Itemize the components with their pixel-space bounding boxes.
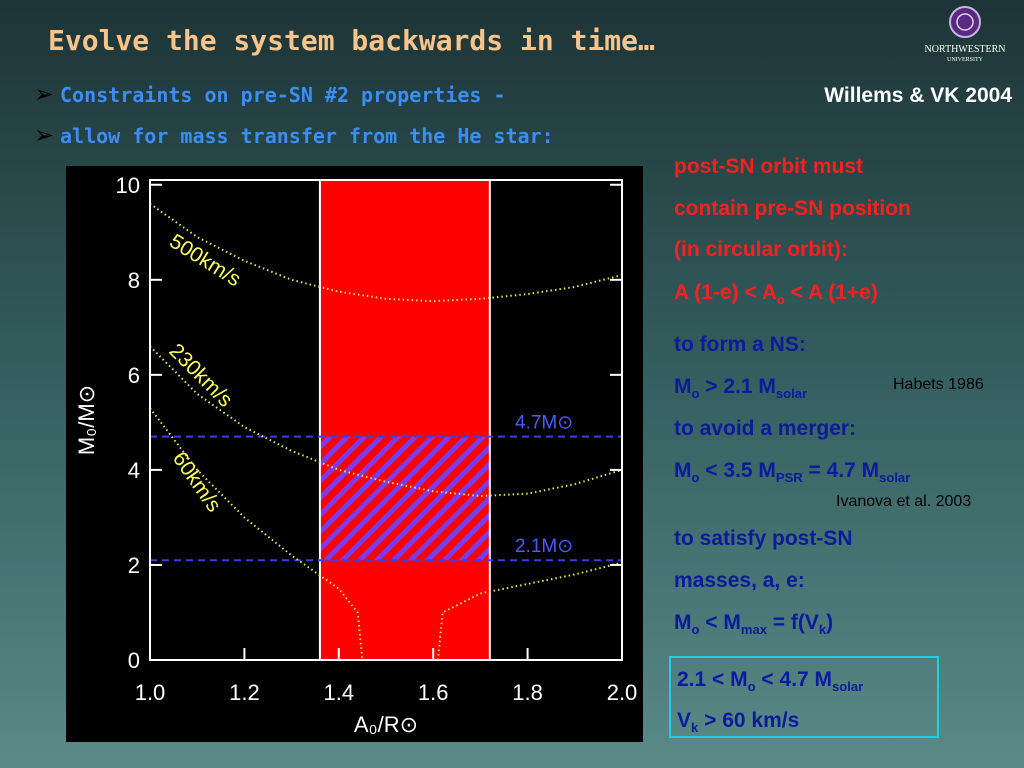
x-tick-label: 1.8 bbox=[512, 680, 543, 705]
bullet: allow for mass transfer from the He star… bbox=[60, 124, 554, 148]
x-axis-label: A₀/R⊙ bbox=[354, 712, 418, 737]
note-line: A (1-e) < Ao < A (1+e) bbox=[674, 281, 878, 307]
subscript: k bbox=[691, 720, 699, 735]
reference: Habets 1986 bbox=[893, 376, 984, 393]
note-text: = f(V bbox=[767, 611, 819, 634]
note-text: M bbox=[674, 611, 692, 634]
subscript: solar bbox=[832, 679, 863, 694]
x-tick-label: 1.6 bbox=[418, 680, 449, 705]
y-tick-label: 2 bbox=[128, 553, 140, 578]
note-text: masses, a, e: bbox=[674, 569, 805, 592]
x-tick-label: 1.4 bbox=[324, 680, 355, 705]
bullet: Constraints on pre-SN #2 properties - bbox=[60, 83, 506, 107]
note-text: post-SN orbit must bbox=[674, 155, 863, 178]
note-line: to form a NS: bbox=[674, 333, 806, 356]
note-line: to avoid a merger: bbox=[674, 417, 856, 440]
plot: 4.7M⊙2.1M⊙500km/s230km/s60km/s02468101.0… bbox=[74, 173, 637, 737]
subscript: o bbox=[748, 679, 756, 694]
note-text: M bbox=[674, 375, 692, 398]
note-text: 2.1 < M bbox=[677, 668, 748, 691]
logo-text: UNIVERSITY bbox=[947, 57, 984, 63]
bullet-arrow: ➢ bbox=[34, 122, 54, 149]
note-text: = 4.7 M bbox=[803, 459, 879, 482]
reference-label: 4.7M⊙ bbox=[515, 413, 573, 434]
data-line bbox=[149, 202, 623, 303]
note-text: < 4.7 M bbox=[756, 668, 832, 691]
hatched-region bbox=[319, 436, 490, 561]
note-text: > 60 km/s bbox=[698, 709, 799, 732]
reference-label: 2.1M⊙ bbox=[515, 536, 573, 557]
note-text: < M bbox=[699, 611, 740, 634]
note-text: M bbox=[674, 459, 692, 482]
shaded-region bbox=[319, 180, 490, 660]
note-text: A (1-e) < A bbox=[674, 281, 777, 304]
subscript: o bbox=[777, 292, 785, 307]
subscript: solar bbox=[776, 386, 807, 401]
note-line: masses, a, e: bbox=[674, 569, 805, 592]
subscript: k bbox=[819, 622, 827, 637]
note-text: to satisfy post-SN bbox=[674, 527, 853, 550]
logo-emblem-inner bbox=[956, 13, 974, 31]
subscript: max bbox=[741, 622, 768, 637]
note-line: post-SN orbit must bbox=[674, 155, 863, 178]
slide-title: Evolve the system backwards in time… bbox=[48, 24, 655, 57]
subscript: PSR bbox=[776, 470, 803, 485]
note-text: (in circular orbit): bbox=[674, 238, 848, 261]
y-axis-label: M₀/M⊙ bbox=[74, 385, 99, 455]
x-tick-label: 1.2 bbox=[229, 680, 260, 705]
note-line: 2.1 < Mo < 4.7 Msolar bbox=[677, 668, 863, 694]
note-text: ) bbox=[826, 611, 833, 634]
subscript: o bbox=[692, 622, 700, 637]
note-line: contain pre-SN position bbox=[674, 197, 911, 220]
plot-frame bbox=[149, 179, 623, 661]
logo-emblem bbox=[949, 6, 981, 38]
x-tick-label: 1.0 bbox=[135, 680, 166, 705]
subscript: solar bbox=[879, 470, 910, 485]
note-line: Mo < Mmax = f(Vk) bbox=[674, 611, 833, 637]
subscript: o bbox=[692, 470, 700, 485]
note-text: V bbox=[677, 709, 691, 732]
note-text: < 3.5 M bbox=[699, 459, 775, 482]
x-tick-label: 2.0 bbox=[607, 680, 638, 705]
data-line bbox=[149, 407, 623, 661]
note-line: Vk > 60 km/s bbox=[677, 709, 799, 735]
note-line: Mo > 2.1 Msolar bbox=[674, 375, 807, 401]
note-text: < A (1+e) bbox=[785, 281, 878, 304]
note-text: contain pre-SN position bbox=[674, 197, 911, 220]
note-line: (in circular orbit): bbox=[674, 238, 848, 261]
y-tick-label: 4 bbox=[128, 458, 140, 483]
reference: Ivanova et al. 2003 bbox=[836, 493, 971, 510]
subscript: o bbox=[692, 386, 700, 401]
y-tick-label: 0 bbox=[128, 648, 140, 673]
logo-text: NORTHWESTERN bbox=[924, 44, 1005, 55]
y-tick-label: 10 bbox=[116, 173, 140, 198]
note-text: > 2.1 M bbox=[699, 375, 775, 398]
note-line: Mo < 3.5 MPSR = 4.7 Msolar bbox=[674, 459, 910, 485]
result-box bbox=[669, 656, 939, 738]
bullet-arrow: ➢ bbox=[34, 81, 54, 108]
note-line: to satisfy post-SN bbox=[674, 527, 853, 550]
citation: Willems & VK 2004 bbox=[824, 84, 1012, 107]
notes: post-SN orbit must contain pre-SN positio… bbox=[674, 155, 911, 735]
note-text: to form a NS: bbox=[674, 333, 806, 356]
y-tick-label: 8 bbox=[128, 268, 140, 293]
note-text: to avoid a merger: bbox=[674, 417, 856, 440]
y-tick-label: 6 bbox=[128, 363, 140, 388]
